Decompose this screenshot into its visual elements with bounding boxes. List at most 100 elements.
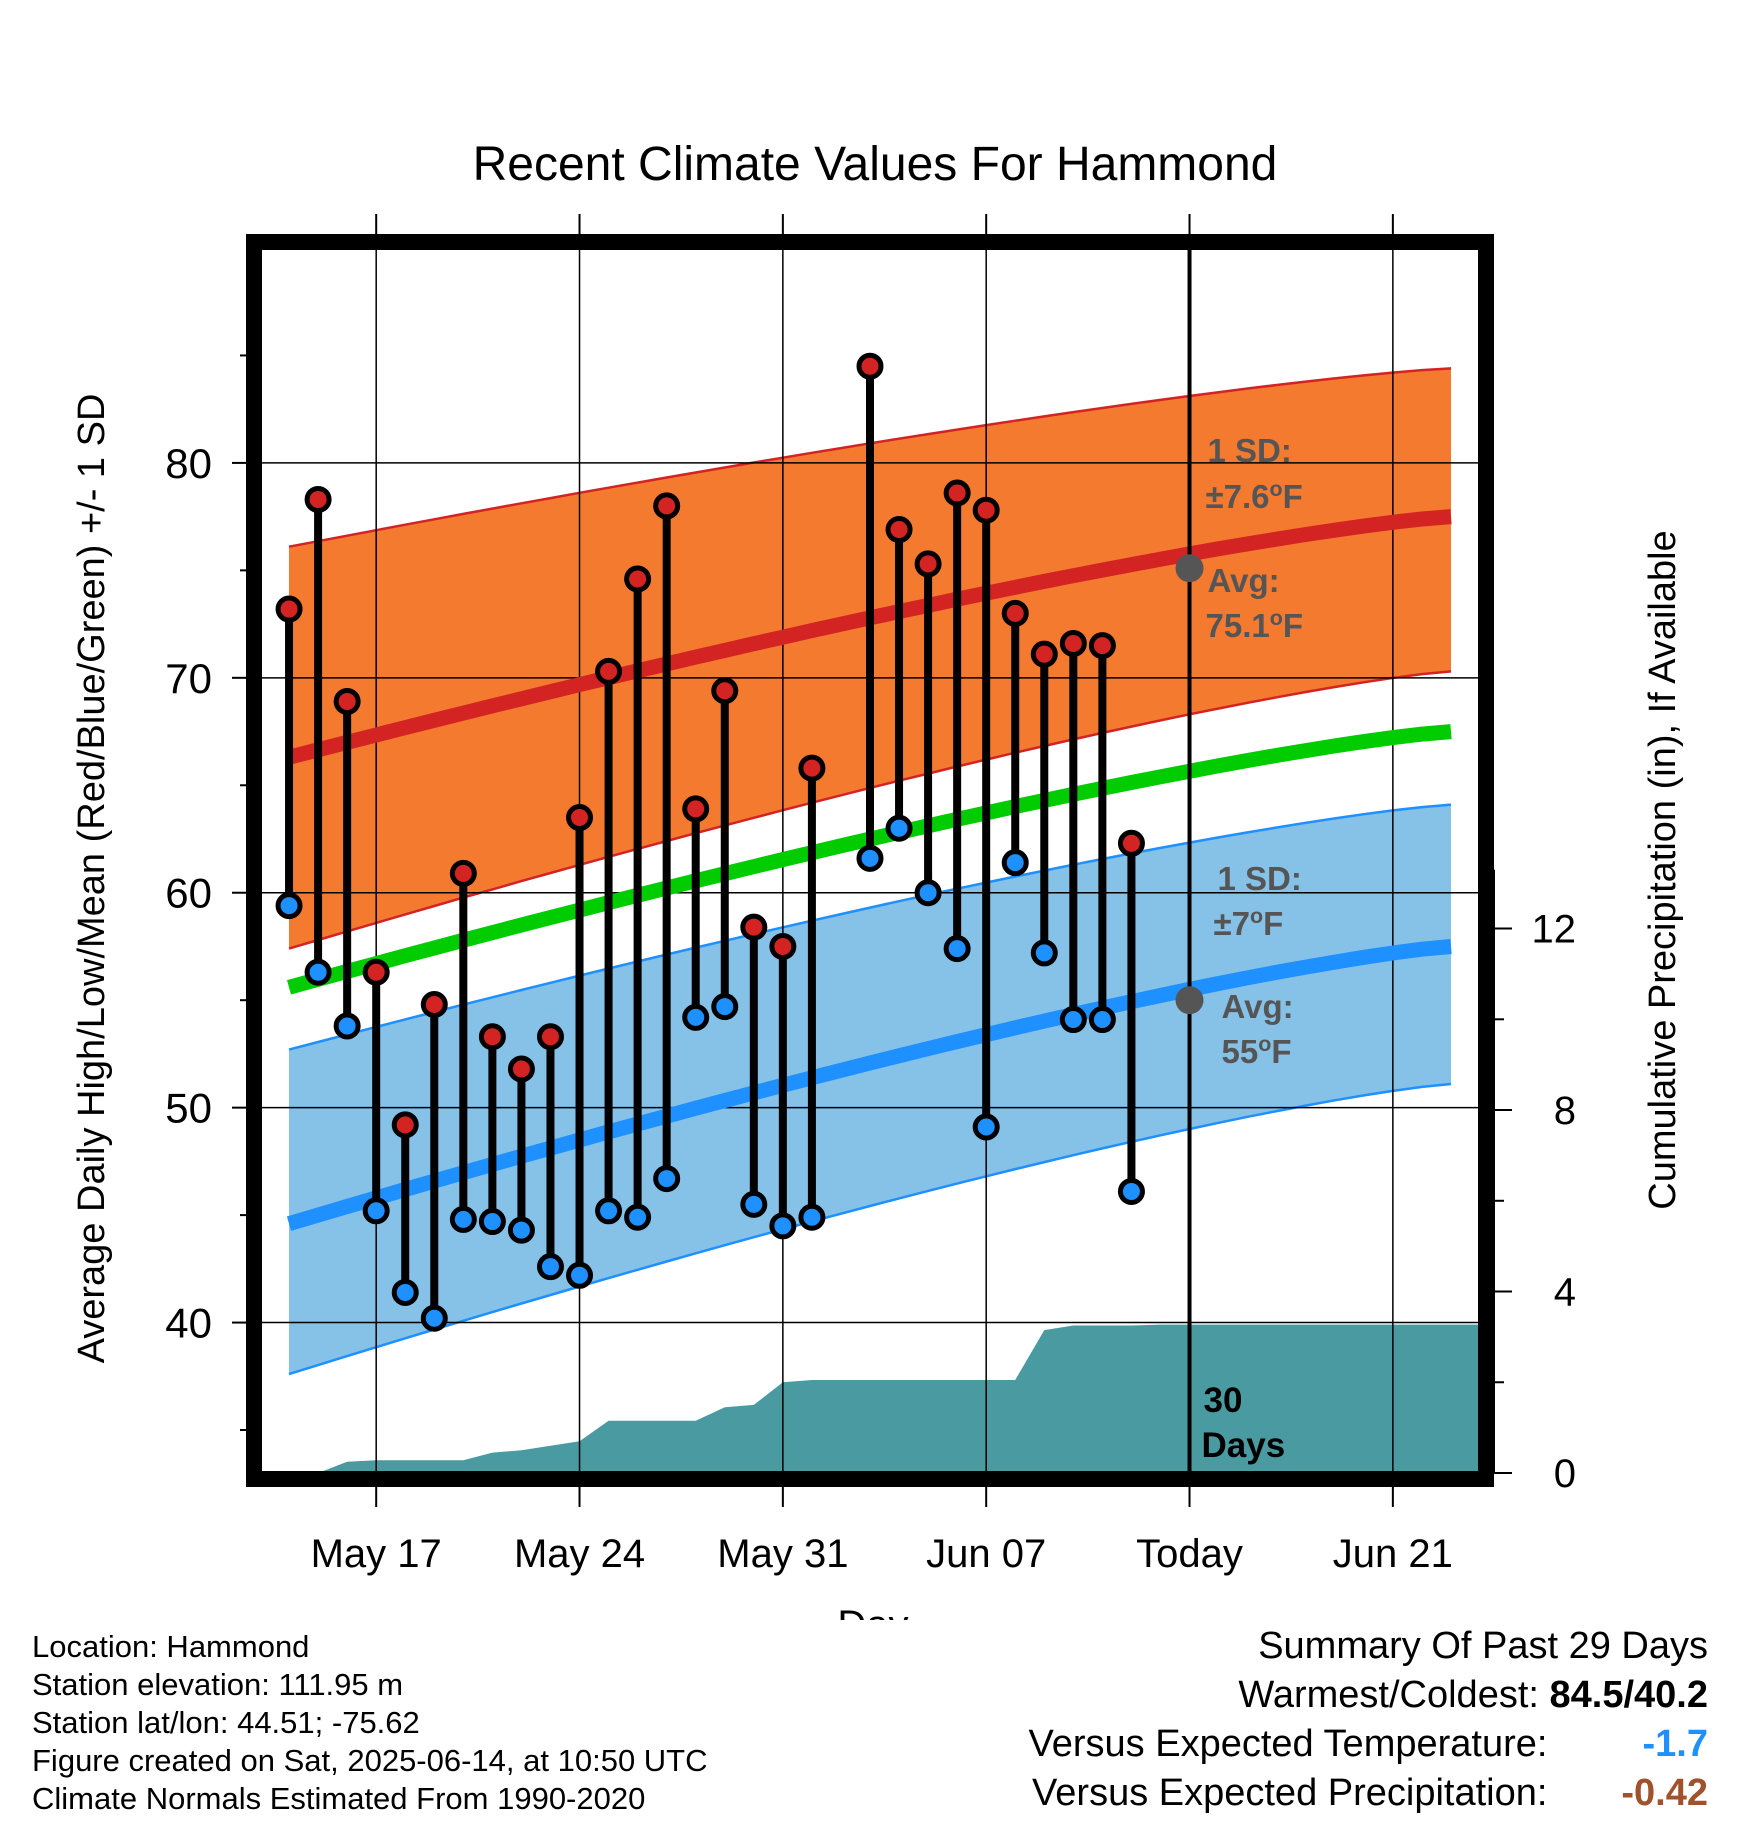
- daily-low-point: [478, 1208, 506, 1236]
- high-avg-value: 75.1oF: [1206, 606, 1304, 644]
- daily-high-point: [798, 754, 826, 782]
- daily-low-point: [711, 993, 739, 1021]
- summary-warm-cold: Warmest/Coldest: 84.5/40.2: [1029, 1671, 1708, 1720]
- x-tick-label-may-31: May 31: [717, 1532, 848, 1576]
- daily-high-point: [449, 859, 477, 887]
- plot-frame: [246, 234, 1494, 1487]
- daily-high-point: [1088, 632, 1116, 660]
- daily-low-point: [740, 1190, 768, 1218]
- y-tick-label-50: 50: [165, 1085, 212, 1132]
- daily-high-point: [1059, 629, 1087, 657]
- daily-low-point: [943, 935, 971, 963]
- precip-area: [260, 1324, 1480, 1473]
- daily-low-point: [420, 1304, 448, 1332]
- station-info: Location: Hammond Station elevation: 111…: [32, 1628, 708, 1818]
- daily-high-point: [566, 804, 594, 832]
- y-tick-label-80: 80: [165, 440, 212, 487]
- daily-low-point: [624, 1203, 652, 1231]
- daily-low-point: [653, 1165, 681, 1193]
- daily-low-point: [275, 892, 303, 920]
- summary-temp: Versus Expected Temperature: -1.7: [1029, 1720, 1708, 1769]
- precip-departure-value: -0.42: [1621, 1772, 1708, 1814]
- daily-high-point: [972, 496, 1000, 524]
- daily-high-point: [1030, 640, 1058, 668]
- daily-low-point: [769, 1212, 797, 1240]
- daily-high-point: [478, 1023, 506, 1051]
- x-axis-label: Day: [837, 1603, 908, 1620]
- daily-high-point: [769, 932, 797, 960]
- daily-high-point: [711, 677, 739, 705]
- right-tick-label-12: 12: [1532, 908, 1577, 952]
- right-tick-label-4: 4: [1554, 1271, 1576, 1315]
- daily-high-point: [740, 913, 768, 941]
- summary-panel: Summary Of Past 29 Days Warmest/Coldest:…: [1029, 1622, 1708, 1818]
- daily-high-point: [914, 550, 942, 578]
- high-avg-label: Avg:: [1208, 562, 1280, 599]
- daily-low-point: [972, 1113, 1000, 1141]
- y-tick-label-40: 40: [165, 1300, 212, 1347]
- warm-cold-value: 84.5/40.2: [1549, 1674, 1708, 1716]
- summary-heading: Summary Of Past 29 Days: [1258, 1625, 1708, 1667]
- daily-high-point: [333, 687, 361, 715]
- low-avg-value: 55oF: [1222, 1032, 1292, 1070]
- daily-high-point: [885, 516, 913, 544]
- right-tick-label-8: 8: [1554, 1089, 1576, 1133]
- y-tick-label-70: 70: [165, 655, 212, 702]
- daily-high-point: [304, 485, 332, 513]
- low-upper-edge: [288, 803, 1452, 1051]
- x-tick-label-may-24: May 24: [514, 1532, 645, 1576]
- low-avg-line: [286, 939, 1452, 1231]
- precip-departure-label: Versus Expected Precipitation:: [1032, 1772, 1548, 1814]
- latlon-text: Station lat/lon: 44.51; -75.62: [32, 1705, 420, 1740]
- daily-low-point: [1088, 1006, 1116, 1034]
- daily-low-point: [595, 1197, 623, 1225]
- x-tick-label-jun-07: Jun 07: [926, 1532, 1046, 1576]
- daily-high-point: [653, 492, 681, 520]
- daily-low-point: [507, 1216, 535, 1244]
- daily-high-point: [391, 1111, 419, 1139]
- daily-low-point: [333, 1012, 361, 1040]
- daily-low-point: [391, 1278, 419, 1306]
- daily-low-point: [798, 1203, 826, 1231]
- daily-high-point: [420, 990, 448, 1018]
- daily-high-point: [595, 657, 623, 685]
- climate-chart: 1 SD: ±7.6oF Avg: 75.1oF 1 SD: ±7oF Avg: 55oF 30…: [71, 138, 1684, 1620]
- today-label-line1: 30: [1204, 1381, 1243, 1420]
- daily-low-point: [1059, 1006, 1087, 1034]
- daily-low-point: [566, 1261, 594, 1289]
- elevation-text: Station elevation: 111.95 m: [32, 1667, 404, 1702]
- high-sd-label: 1 SD:: [1208, 432, 1292, 469]
- low-avg-label: Avg:: [1222, 988, 1294, 1025]
- right-axis-label: Cumulative Precipitation (in), If Availa…: [1642, 530, 1684, 1209]
- daily-low-point: [1117, 1177, 1145, 1205]
- daily-high-point: [1117, 829, 1145, 857]
- summary-precip: Versus Expected Precipitation: -0.42: [1029, 1769, 1708, 1818]
- daily-high-point: [624, 565, 652, 593]
- high-sd-value: ±7.6oF: [1206, 477, 1303, 515]
- normals-text: Climate Normals Estimated From 1990-2020: [32, 1781, 646, 1816]
- daily-high-point: [856, 352, 884, 380]
- daily-high-point: [1001, 599, 1029, 627]
- daily-low-point: [1001, 849, 1029, 877]
- daily-high-point: [682, 795, 710, 823]
- today-label-line2: Days: [1202, 1426, 1286, 1465]
- daily-high-point: [536, 1023, 564, 1051]
- low-sd-label: 1 SD:: [1218, 860, 1302, 897]
- daily-high-point: [507, 1055, 535, 1083]
- warm-cold-label: Warmest/Coldest:: [1238, 1674, 1539, 1716]
- x-tick-label-today: Today: [1136, 1532, 1243, 1576]
- low-lower-edge: [288, 1082, 1452, 1376]
- daily-high-point: [275, 595, 303, 623]
- y-axis-label: Average Daily High/Low/Mean (Red/Blue/Gr…: [71, 394, 113, 1364]
- daily-low-point: [362, 1197, 390, 1225]
- right-tick-label-0: 0: [1554, 1452, 1576, 1496]
- low-avg-point: [1175, 986, 1204, 1015]
- daily-high-point: [943, 479, 971, 507]
- chart-title: Recent Climate Values For Hammond: [473, 138, 1278, 191]
- x-tick-label-may-17: May 17: [311, 1532, 442, 1576]
- plot-layer: [260, 248, 1480, 1473]
- daily-low-point: [1030, 939, 1058, 967]
- temp-departure-label: Versus Expected Temperature:: [1028, 1723, 1548, 1765]
- daily-low-point: [914, 879, 942, 907]
- high-avg-point: [1175, 554, 1204, 583]
